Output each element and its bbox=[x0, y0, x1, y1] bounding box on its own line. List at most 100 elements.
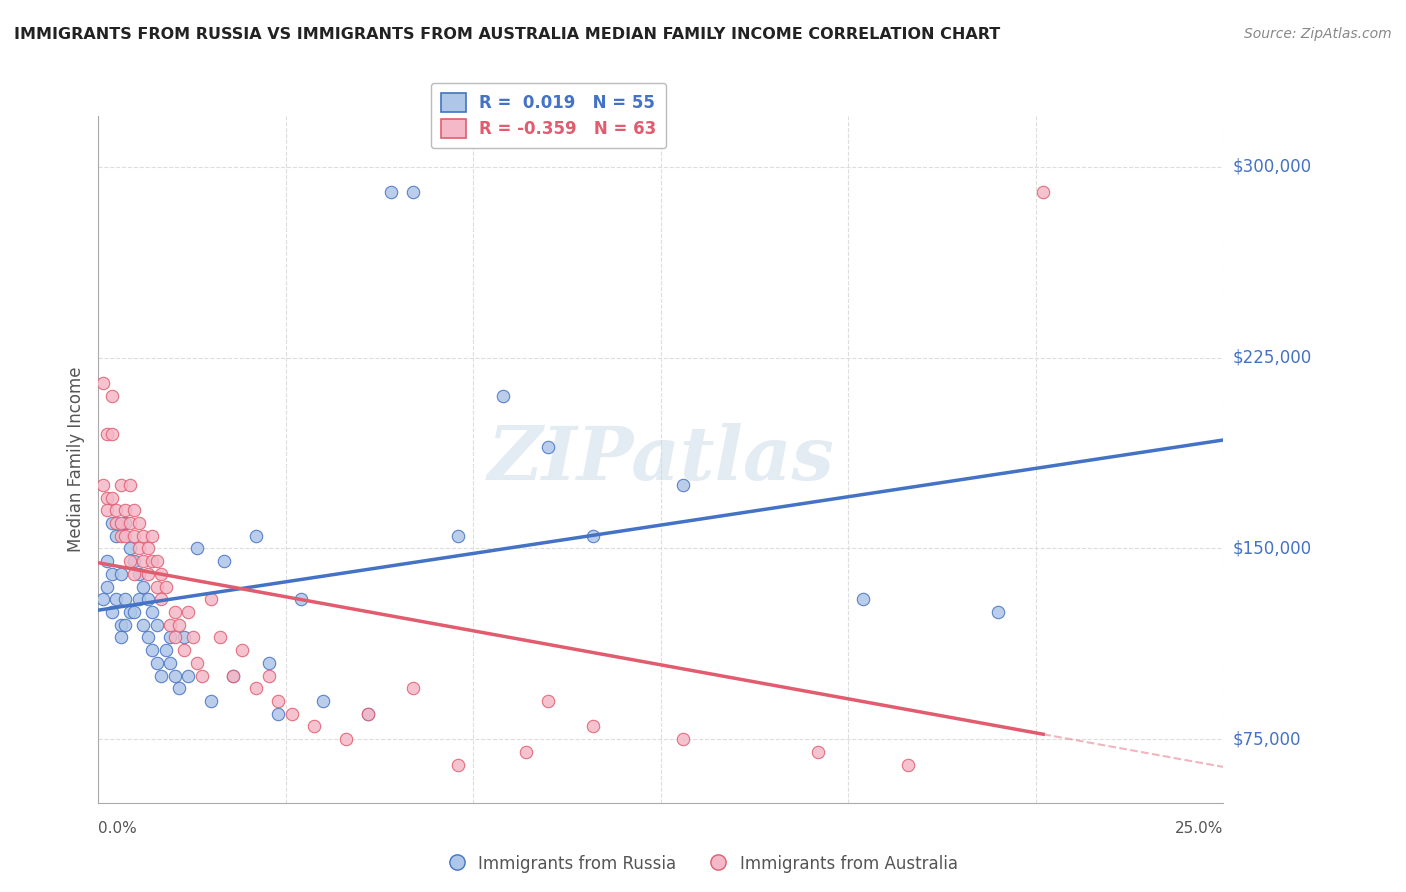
Point bbox=[402, 681, 425, 696]
Point bbox=[128, 541, 150, 556]
Point bbox=[141, 643, 163, 657]
Point bbox=[173, 631, 195, 645]
Point bbox=[290, 592, 312, 607]
Point bbox=[118, 516, 141, 530]
Point bbox=[132, 617, 155, 632]
Point bbox=[114, 529, 136, 543]
Point bbox=[191, 668, 214, 682]
Point bbox=[312, 694, 335, 708]
Point bbox=[146, 617, 169, 632]
Point bbox=[132, 580, 155, 594]
Point bbox=[110, 529, 132, 543]
Point bbox=[141, 554, 163, 568]
Point bbox=[163, 668, 186, 682]
Text: IMMIGRANTS FROM RUSSIA VS IMMIGRANTS FROM AUSTRALIA MEDIAN FAMILY INCOME CORRELA: IMMIGRANTS FROM RUSSIA VS IMMIGRANTS FRO… bbox=[14, 27, 1000, 42]
Point bbox=[105, 529, 128, 543]
Point bbox=[200, 592, 222, 607]
Text: $300,000: $300,000 bbox=[1232, 158, 1312, 176]
Point bbox=[155, 643, 177, 657]
Point bbox=[101, 491, 124, 505]
Point bbox=[281, 706, 304, 721]
Point bbox=[163, 631, 186, 645]
Point bbox=[150, 566, 173, 581]
Point bbox=[582, 719, 605, 733]
Point bbox=[101, 566, 124, 581]
Point bbox=[141, 529, 163, 543]
Text: $150,000: $150,000 bbox=[1232, 540, 1312, 558]
Point bbox=[159, 631, 181, 645]
Point bbox=[91, 592, 114, 607]
Point bbox=[146, 656, 169, 670]
Point bbox=[96, 426, 118, 441]
Point bbox=[177, 668, 200, 682]
Point bbox=[118, 554, 141, 568]
Text: 0.0%: 0.0% bbox=[98, 821, 138, 836]
Point bbox=[150, 592, 173, 607]
Point bbox=[159, 617, 181, 632]
Point bbox=[128, 592, 150, 607]
Point bbox=[897, 757, 920, 772]
Point bbox=[214, 554, 236, 568]
Point bbox=[259, 668, 281, 682]
Point bbox=[245, 681, 267, 696]
Point bbox=[110, 478, 132, 492]
Point bbox=[515, 745, 537, 759]
Point bbox=[105, 503, 128, 517]
Point bbox=[96, 580, 118, 594]
Point bbox=[136, 566, 159, 581]
Point bbox=[159, 656, 181, 670]
Point bbox=[91, 376, 114, 390]
Point bbox=[335, 732, 357, 747]
Point bbox=[128, 516, 150, 530]
Point bbox=[177, 605, 200, 619]
Point bbox=[124, 529, 146, 543]
Point bbox=[96, 554, 118, 568]
Legend: R =  0.019   N = 55, R = -0.359   N = 63: R = 0.019 N = 55, R = -0.359 N = 63 bbox=[430, 83, 666, 148]
Point bbox=[357, 706, 380, 721]
Point bbox=[114, 592, 136, 607]
Point bbox=[181, 631, 204, 645]
Point bbox=[200, 694, 222, 708]
Point bbox=[1032, 186, 1054, 200]
Point bbox=[304, 719, 326, 733]
Point bbox=[146, 554, 169, 568]
Point bbox=[582, 529, 605, 543]
Point bbox=[267, 706, 290, 721]
Point bbox=[128, 566, 150, 581]
Point bbox=[136, 592, 159, 607]
Text: $75,000: $75,000 bbox=[1232, 731, 1301, 748]
Point bbox=[101, 426, 124, 441]
Point bbox=[118, 605, 141, 619]
Point bbox=[537, 694, 560, 708]
Point bbox=[114, 503, 136, 517]
Point bbox=[96, 491, 118, 505]
Point bbox=[124, 605, 146, 619]
Point bbox=[114, 516, 136, 530]
Point bbox=[118, 478, 141, 492]
Point bbox=[101, 389, 124, 403]
Point bbox=[163, 605, 186, 619]
Point bbox=[110, 566, 132, 581]
Point bbox=[537, 440, 560, 454]
Point bbox=[208, 631, 231, 645]
Text: $225,000: $225,000 bbox=[1232, 349, 1312, 367]
Point bbox=[132, 554, 155, 568]
Point bbox=[105, 592, 128, 607]
Point bbox=[146, 580, 169, 594]
Point bbox=[114, 617, 136, 632]
Y-axis label: Median Family Income: Median Family Income bbox=[66, 367, 84, 552]
Point bbox=[105, 516, 128, 530]
Point bbox=[357, 706, 380, 721]
Legend: Immigrants from Russia, Immigrants from Australia: Immigrants from Russia, Immigrants from … bbox=[441, 848, 965, 880]
Text: Source: ZipAtlas.com: Source: ZipAtlas.com bbox=[1244, 27, 1392, 41]
Text: 25.0%: 25.0% bbox=[1175, 821, 1223, 836]
Point bbox=[136, 541, 159, 556]
Point bbox=[245, 529, 267, 543]
Point bbox=[169, 681, 191, 696]
Point bbox=[124, 566, 146, 581]
Point bbox=[672, 478, 695, 492]
Point bbox=[447, 757, 470, 772]
Point bbox=[447, 529, 470, 543]
Point bbox=[101, 516, 124, 530]
Point bbox=[380, 186, 402, 200]
